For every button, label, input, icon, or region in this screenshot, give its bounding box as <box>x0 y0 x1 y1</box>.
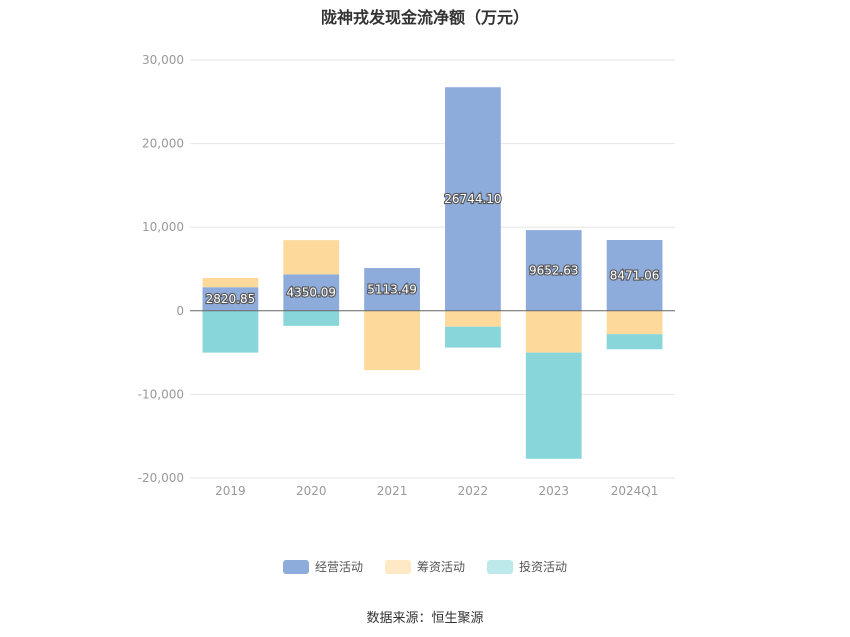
y-tick-label: -10,000 <box>138 387 184 401</box>
bar-investing <box>202 310 259 353</box>
data-label-operating: 8471.06 <box>610 268 660 282</box>
legend-label-operating: 经营活动 <box>314 560 363 574</box>
bar-investing <box>525 352 582 459</box>
bar-investing <box>283 310 340 326</box>
y-tick-label: 0 <box>176 304 184 318</box>
bar-operating <box>525 230 582 311</box>
data-label-operating: 26744.10 <box>444 192 501 206</box>
bar-operating <box>283 274 340 311</box>
bar-financing <box>606 310 663 335</box>
x-tick-label: 2019 <box>215 484 246 498</box>
legend-item-investing[interactable]: 投资活动 <box>487 558 567 575</box>
y-tick-label: 30,000 <box>142 53 184 67</box>
y-tick-label: 20,000 <box>142 137 184 151</box>
legend-swatch-financing <box>384 559 411 574</box>
x-tick-label: 2022 <box>458 484 489 498</box>
data-label-operating: 2820.85 <box>206 292 256 306</box>
x-tick-label: 2023 <box>538 484 569 498</box>
legend-swatch-investing <box>487 559 513 574</box>
bar-financing <box>283 240 340 275</box>
bar-financing <box>525 310 582 353</box>
x-tick-label: 2021 <box>377 484 408 498</box>
data-label-operating: 4350.09 <box>286 286 336 300</box>
bar-operating <box>445 87 501 311</box>
bar-financing <box>202 278 259 288</box>
chart-title: 陇神戎发现金流净额（万元） <box>320 8 529 27</box>
legend: 经营活动 筹资活动 投资活动 <box>0 558 850 575</box>
bar-operating <box>202 287 259 311</box>
data-label-operating: 5113.49 <box>367 282 417 296</box>
bar-operating <box>364 268 420 311</box>
legend-item-financing[interactable]: 筹资活动 <box>384 558 465 575</box>
data-label-operating: 9652.63 <box>529 263 579 277</box>
bar-financing <box>364 310 420 371</box>
bar-investing <box>606 334 663 350</box>
legend-swatch-operating <box>282 559 309 574</box>
legend-item-operating[interactable]: 经营活动 <box>282 558 363 575</box>
bar-financing <box>445 310 501 327</box>
bar-investing <box>445 326 501 348</box>
x-tick-label: 2020 <box>296 484 327 498</box>
data-source: 数据来源：恒生聚源 <box>366 611 484 626</box>
y-tick-label: 10,000 <box>142 220 184 234</box>
legend-label-investing: 投资活动 <box>519 560 568 574</box>
y-tick-label: -20,000 <box>138 471 184 485</box>
bar-operating <box>606 239 663 311</box>
legend-label-financing: 筹资活动 <box>416 560 465 574</box>
x-tick-label: 2024Q1 <box>611 484 659 498</box>
